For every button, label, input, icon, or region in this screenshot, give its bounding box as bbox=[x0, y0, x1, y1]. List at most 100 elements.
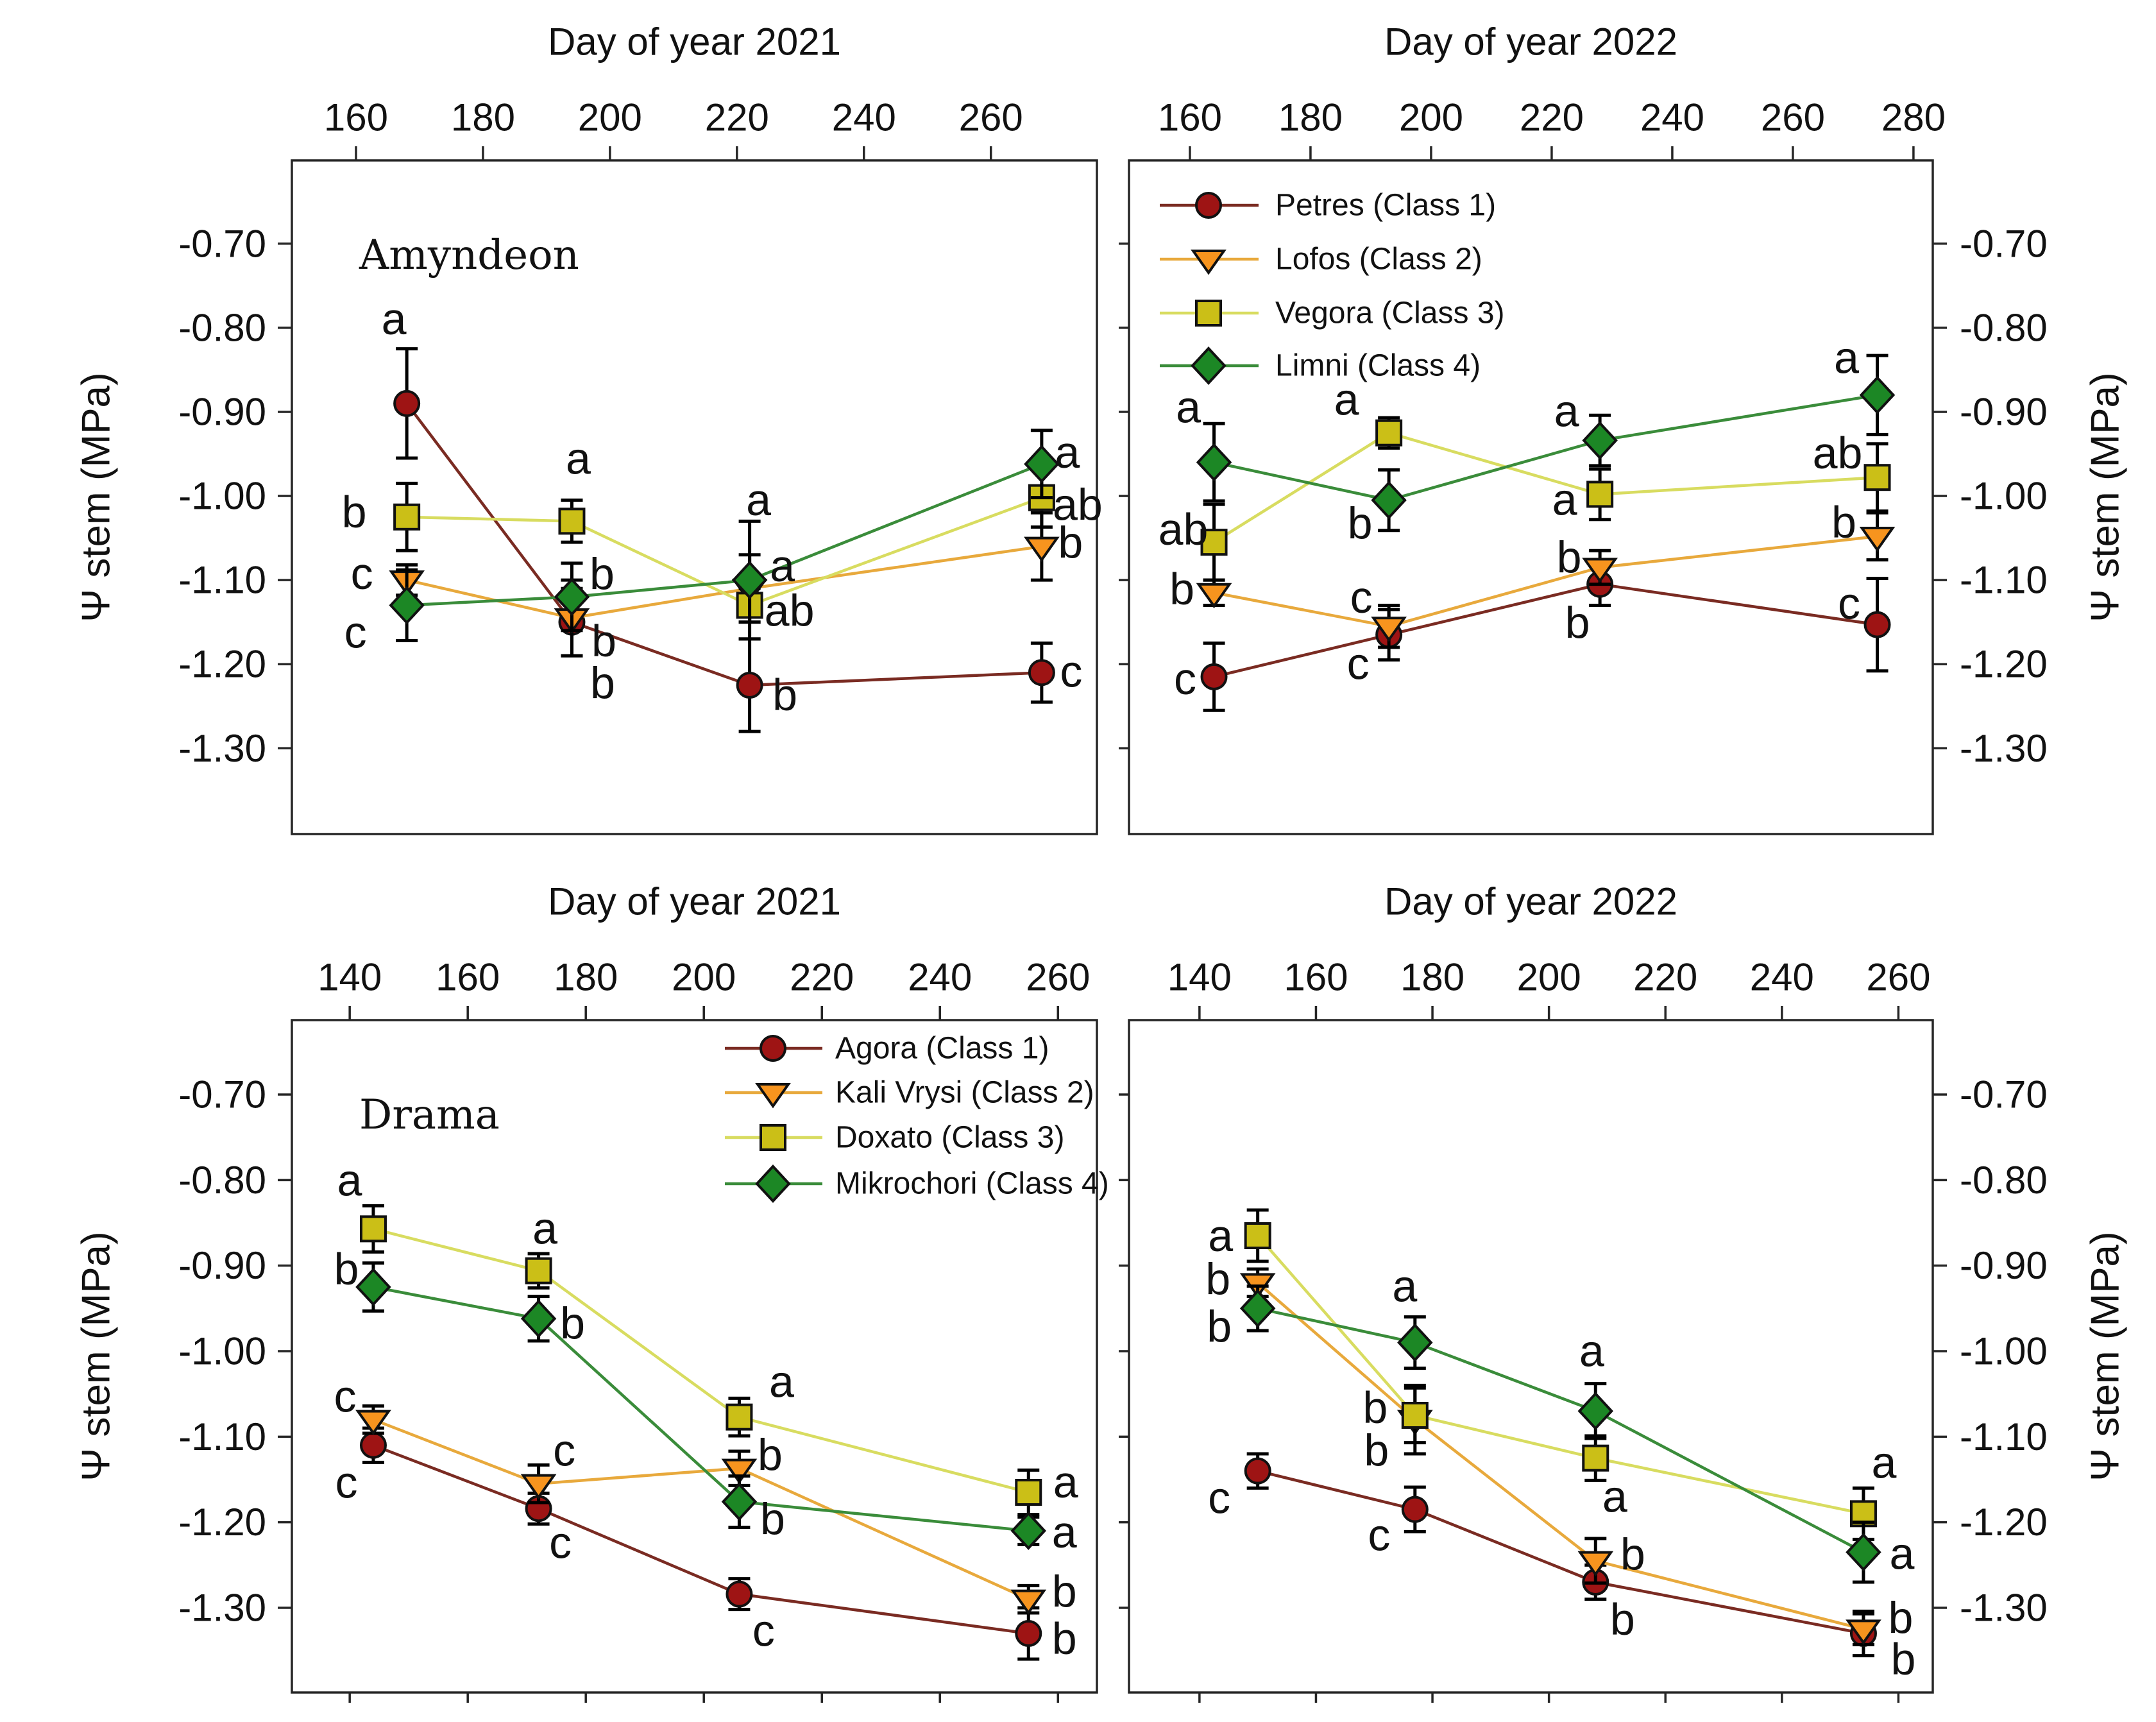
significance-letter: a bbox=[1208, 1211, 1233, 1261]
series-line bbox=[407, 496, 1042, 607]
significance-letter: c bbox=[553, 1426, 575, 1476]
y-tick-label: -1.10 bbox=[1960, 559, 2048, 602]
data-point-marker bbox=[520, 1474, 557, 1500]
y-tick-label: -0.90 bbox=[1960, 390, 2048, 433]
series-line bbox=[1257, 1307, 1864, 1554]
significance-letter: a bbox=[1176, 382, 1201, 432]
data-point-marker bbox=[359, 1215, 387, 1243]
series-doxato-class-3-: a a a a bbox=[337, 1155, 1078, 1517]
data-point-marker bbox=[554, 577, 590, 617]
legend-label: Lofos (Class 2) bbox=[1275, 243, 1482, 277]
legend-label: Doxato (Class 3) bbox=[835, 1121, 1064, 1155]
x-tick-label: 160 bbox=[1284, 956, 1348, 999]
significance-letter: c bbox=[334, 1372, 356, 1422]
significance-letter: b bbox=[1620, 1530, 1645, 1580]
x-tick-label: 240 bbox=[832, 96, 896, 139]
legend-label: Agora (Class 1) bbox=[835, 1032, 1049, 1066]
series-line bbox=[1214, 393, 1878, 502]
x-axis-title: Day of year 2022 bbox=[1384, 880, 1677, 923]
x-tick-label: 160 bbox=[436, 956, 500, 999]
legend-marker bbox=[1191, 346, 1227, 385]
y-tick-label: -1.20 bbox=[178, 1501, 266, 1544]
y-tick-label: -1.30 bbox=[178, 727, 266, 770]
legend-label: Kali Vrysi (Class 2) bbox=[835, 1076, 1094, 1110]
legend-marker bbox=[1195, 192, 1222, 219]
series-line bbox=[406, 545, 1042, 620]
data-point-marker bbox=[1244, 1222, 1271, 1249]
data-point-marker bbox=[736, 671, 763, 699]
significance-letter: ab bbox=[1053, 480, 1103, 530]
y-tick-label: -1.10 bbox=[1960, 1415, 2048, 1458]
y-tick-label: -0.70 bbox=[1960, 222, 2048, 265]
significance-letter: c bbox=[1350, 572, 1373, 622]
y-axis-title: Ψ stem (MPa) bbox=[2084, 372, 2128, 622]
significance-letter: a bbox=[1552, 474, 1577, 524]
series-line bbox=[373, 1227, 1029, 1494]
significance-letter: a bbox=[1602, 1472, 1627, 1522]
data-point-marker bbox=[1010, 1589, 1047, 1615]
data-point-marker bbox=[1577, 1392, 1614, 1431]
data-point-marker bbox=[359, 1431, 387, 1459]
y-tick-label: -1.30 bbox=[1960, 727, 2048, 770]
significance-letter: c bbox=[1208, 1473, 1230, 1523]
series-line bbox=[405, 402, 1042, 687]
y-tick-label: -0.80 bbox=[178, 306, 266, 349]
y-tick-label: -1.20 bbox=[1960, 1501, 2048, 1544]
series-limni-class-4-: cb aa bbox=[344, 427, 1080, 657]
significance-letter: ab bbox=[765, 585, 815, 635]
significance-letter: b bbox=[1565, 598, 1590, 648]
y-axis-title: Ψ stem (MPa) bbox=[2084, 1231, 2128, 1481]
data-point-marker bbox=[1015, 1620, 1042, 1647]
data-point-marker bbox=[1024, 445, 1060, 484]
y-tick-label: -0.70 bbox=[178, 222, 266, 265]
x-tick-label: 260 bbox=[1761, 96, 1825, 139]
x-tick-label: 220 bbox=[790, 956, 854, 999]
series-line bbox=[1214, 583, 1878, 679]
data-point-marker bbox=[1401, 1496, 1429, 1523]
significance-letter: c bbox=[1060, 646, 1082, 696]
data-point-marker bbox=[1375, 419, 1403, 447]
significance-letter: b bbox=[590, 658, 615, 708]
data-point-marker bbox=[1397, 1323, 1433, 1362]
significance-letter: a bbox=[1834, 333, 1859, 383]
significance-letter: a bbox=[532, 1204, 557, 1254]
significance-letter: c bbox=[1347, 638, 1370, 688]
significance-letter: b bbox=[1610, 1594, 1635, 1644]
x-tick-label: 260 bbox=[959, 96, 1023, 139]
y-tick-label: -0.70 bbox=[178, 1073, 266, 1116]
significance-letter: c bbox=[1368, 1510, 1390, 1560]
significance-letter: b bbox=[334, 1244, 359, 1294]
y-tick-label: -0.80 bbox=[1960, 306, 2048, 349]
panel-drama-2022: Day of year 2022 140 160 180 200 220 240 260 -0.… bbox=[1119, 880, 2128, 1703]
y-tick-label: -0.80 bbox=[178, 1159, 266, 1202]
significance-letter: a bbox=[1052, 1507, 1077, 1557]
significance-letter: b bbox=[342, 487, 367, 537]
significance-letter: b bbox=[772, 670, 797, 720]
y-tick-label: -0.80 bbox=[1960, 1159, 2048, 1202]
x-axis-title: Day of year 2022 bbox=[1384, 21, 1677, 64]
data-point-marker bbox=[1200, 663, 1228, 690]
x-tick-label: 240 bbox=[1640, 96, 1704, 139]
significance-letter: a bbox=[770, 541, 795, 591]
significance-letter: b bbox=[1207, 1301, 1232, 1351]
significance-letter: a bbox=[1392, 1261, 1417, 1311]
y-tick-label: -1.00 bbox=[1960, 1330, 2048, 1373]
data-point-marker bbox=[1239, 1289, 1276, 1328]
data-point-marker bbox=[355, 1410, 391, 1436]
series-line bbox=[1214, 534, 1878, 628]
x-tick-label: 160 bbox=[324, 96, 388, 139]
site-label: Amyndeon bbox=[359, 232, 579, 279]
data-point-marker bbox=[1371, 481, 1407, 520]
site-label: Drama bbox=[359, 1091, 500, 1139]
y-tick-label: -0.90 bbox=[178, 1244, 266, 1287]
series-kali-vrysi-class-2-: cc bb bbox=[334, 1372, 1076, 1617]
significance-letter: b bbox=[1052, 1614, 1077, 1664]
series-petres-class-1-: c cb c bbox=[1174, 561, 1891, 712]
data-point-marker bbox=[558, 507, 586, 535]
significance-letter: b bbox=[1890, 1634, 1915, 1684]
x-tick-label: 200 bbox=[672, 956, 736, 999]
x-tick-label: 220 bbox=[705, 96, 769, 139]
significance-letter: a bbox=[337, 1155, 362, 1205]
